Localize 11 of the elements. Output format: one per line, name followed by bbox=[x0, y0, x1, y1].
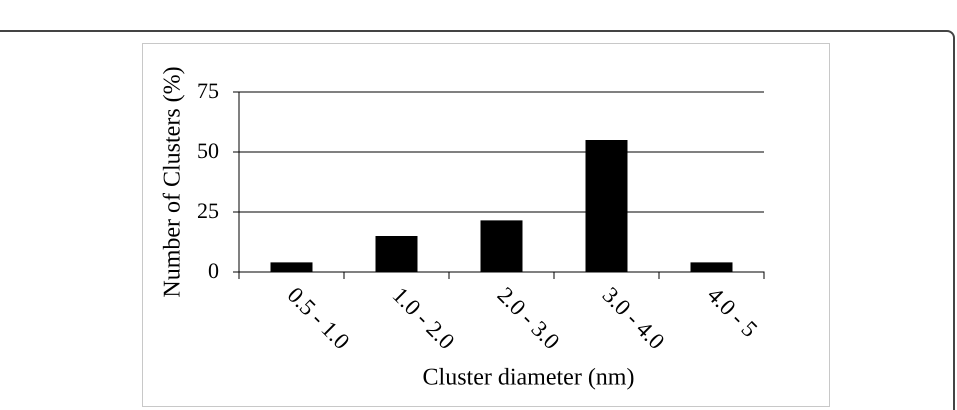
y-tick-label: 75 bbox=[197, 78, 219, 103]
y-tick-label: 0 bbox=[208, 258, 219, 283]
x-tick-label: 1.0 - 2.0 bbox=[388, 282, 460, 354]
y-tick-label: 50 bbox=[197, 138, 219, 163]
x-tick-label: 4.0 - 5 bbox=[702, 282, 762, 342]
x-tick-label: 2.0 - 3.0 bbox=[492, 282, 564, 354]
y-axis-title: Number of Clusters (%) bbox=[160, 66, 186, 298]
x-tick-label: 3.0 - 4.0 bbox=[598, 282, 670, 354]
y-tick-label: 25 bbox=[197, 198, 219, 223]
x-axis-title: Cluster diameter (nm) bbox=[422, 364, 634, 390]
x-tick-label: 0.5 - 1.0 bbox=[282, 282, 354, 354]
